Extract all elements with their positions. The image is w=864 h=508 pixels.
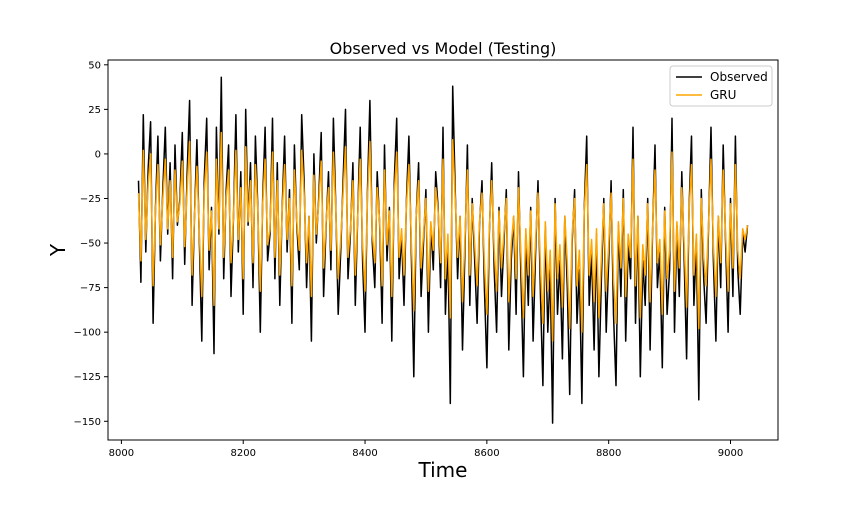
series-line-observed	[137, 76, 749, 424]
plot-frame	[107, 59, 779, 441]
legend: Observed GRU	[669, 65, 773, 107]
y-tick-label: −125	[74, 372, 101, 383]
x-tick-label: 8400	[352, 448, 377, 459]
x-tick-label: 8800	[596, 448, 621, 459]
series-line-gru	[137, 131, 749, 342]
x-axis: 8000 8200 8400 8600 8800 9000	[109, 440, 743, 459]
y-tick-label: 50	[88, 60, 101, 71]
chart-title: Observed vs Model (Testing)	[330, 39, 557, 58]
series-layer	[137, 76, 749, 424]
x-tick-label: 8600	[474, 448, 499, 459]
y-tick-label: −75	[80, 283, 101, 294]
y-tick-label: 25	[88, 105, 101, 116]
x-tick-label: 9000	[718, 448, 743, 459]
legend-label-observed: Observed	[710, 70, 768, 84]
x-axis-label: Time	[418, 458, 468, 482]
y-tick-label: −25	[80, 194, 101, 205]
x-tick-label: 8000	[109, 448, 134, 459]
y-tick-label: −150	[74, 417, 101, 428]
y-tick-label: −100	[74, 328, 101, 339]
legend-frame	[669, 65, 773, 107]
y-tick-label: −50	[80, 239, 101, 250]
legend-label-gru: GRU	[710, 88, 736, 102]
x-tick-label: 8200	[230, 448, 255, 459]
y-axis-label: Y	[46, 243, 70, 257]
y-tick-label: 0	[95, 149, 101, 160]
y-axis: 50 25 0 −25 −50 −75 −100 −125 −150	[74, 60, 108, 428]
